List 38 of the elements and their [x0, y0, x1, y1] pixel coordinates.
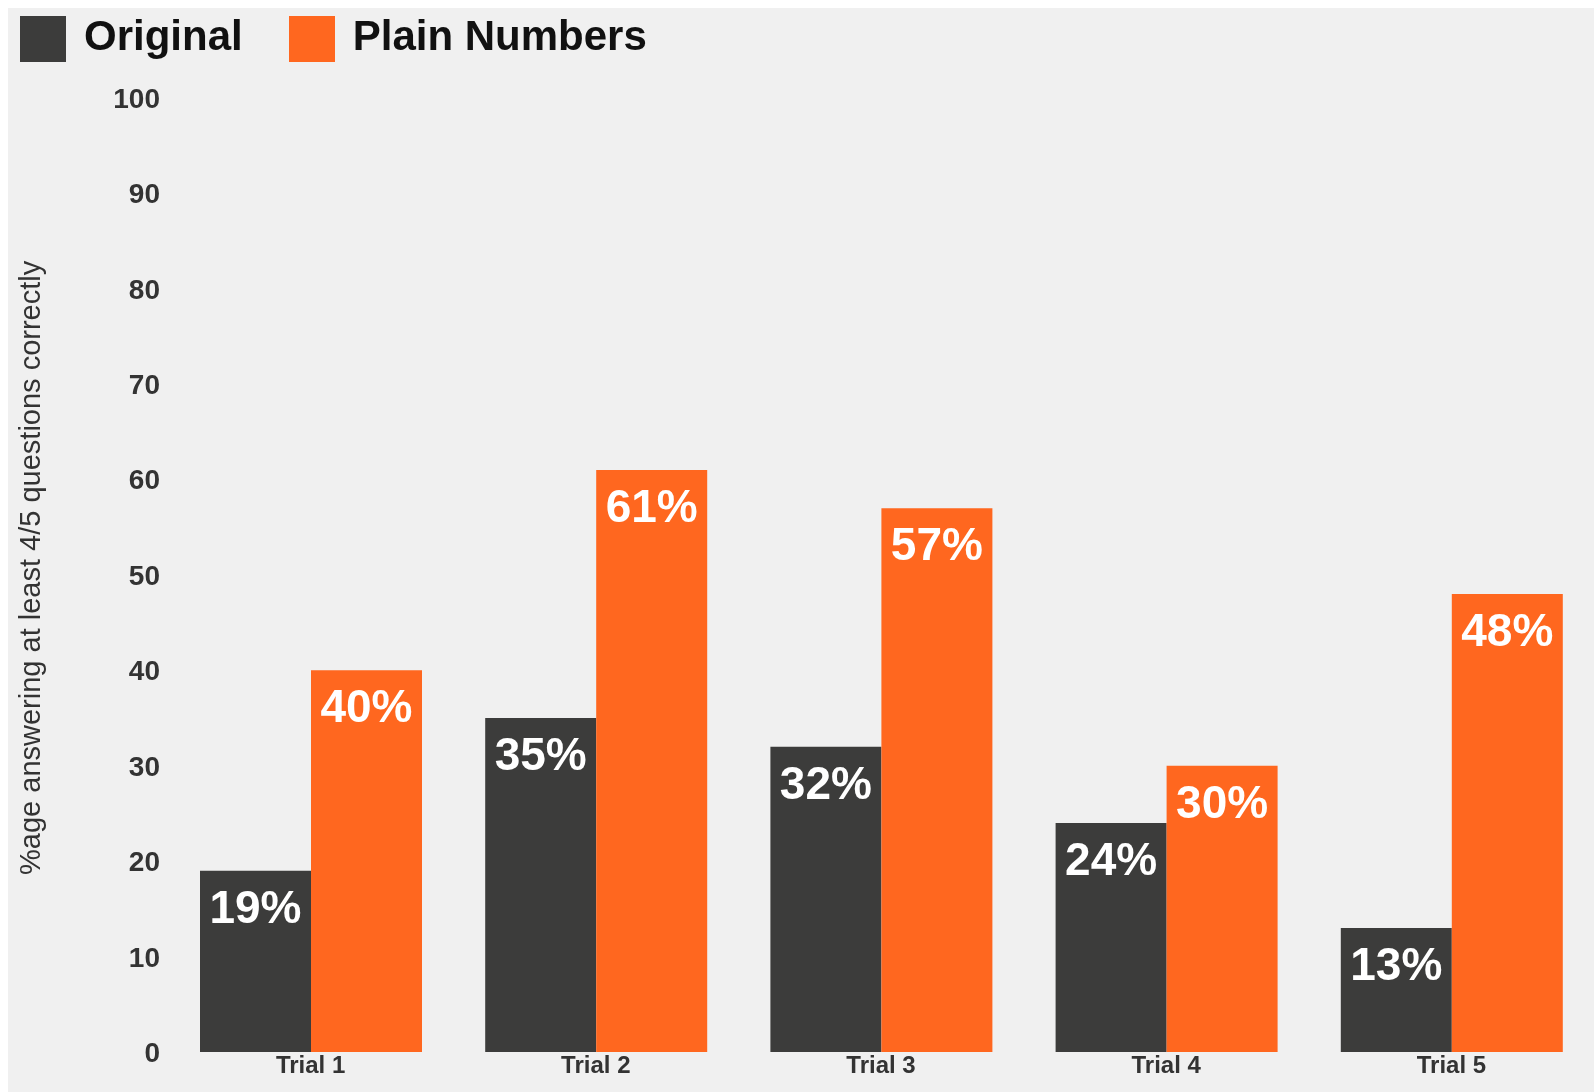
x-tick-label: Trial 3 — [846, 1051, 916, 1079]
bar — [770, 746, 882, 1052]
data-label: 13% — [1350, 937, 1443, 990]
data-label: 48% — [1461, 604, 1554, 657]
y-tick-label: 20 — [128, 846, 160, 878]
data-label: 19% — [209, 880, 302, 933]
data-label: 61% — [605, 480, 698, 532]
x-tick-label: Trial 1 — [275, 1051, 346, 1079]
y-tick-label: 10 — [128, 941, 160, 973]
bar — [1055, 823, 1167, 1052]
y-tick-label: 80 — [128, 273, 160, 305]
data-label: 32% — [779, 756, 872, 809]
x-tick-label: Trial 2 — [561, 1051, 631, 1079]
data-label: 35% — [494, 728, 587, 781]
y-tick-label: 30 — [128, 750, 160, 782]
bar — [881, 508, 993, 1052]
bar — [1451, 594, 1563, 1052]
bar — [596, 470, 708, 1052]
data-label: 57% — [890, 518, 983, 571]
y-tick-label: 90 — [128, 178, 160, 210]
data-label: 24% — [1065, 833, 1158, 886]
y-axis-title: %age answering at least 4/5 questions correctly — [14, 260, 47, 875]
y-tick-label: 60 — [128, 464, 160, 496]
data-label: 40% — [320, 680, 413, 733]
y-tick-label: 0 — [144, 1036, 160, 1068]
bar — [1166, 765, 1278, 1052]
x-tick-label: Trial 5 — [1416, 1051, 1487, 1079]
bar — [311, 670, 422, 1052]
bar — [200, 870, 311, 1052]
legend-label: Plain Numbers — [352, 12, 647, 59]
x-tick-label: Trial 4 — [1131, 1051, 1202, 1079]
bar — [485, 718, 597, 1052]
data-label: 30% — [1176, 775, 1269, 828]
y-tick-label: 100 — [113, 82, 160, 114]
y-tick-label: 50 — [128, 559, 160, 591]
y-tick-label: 40 — [128, 655, 160, 687]
legend-label: Original — [84, 12, 243, 59]
y-tick-label: 70 — [128, 369, 160, 401]
